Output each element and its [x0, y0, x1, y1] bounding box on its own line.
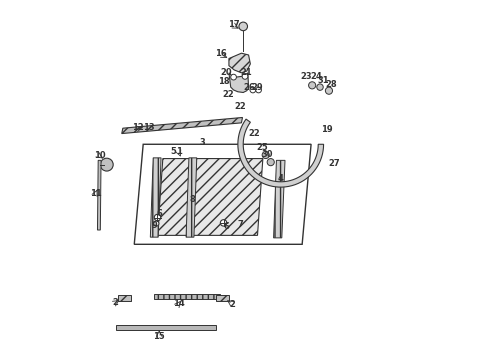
Circle shape [242, 73, 248, 79]
Text: 9: 9 [152, 221, 158, 230]
Text: 7: 7 [238, 220, 243, 229]
Polygon shape [229, 53, 250, 73]
Text: 12: 12 [132, 123, 144, 132]
Polygon shape [150, 158, 161, 237]
Polygon shape [229, 73, 248, 93]
Text: 1: 1 [176, 147, 182, 156]
Text: 3: 3 [200, 138, 206, 147]
Text: 19: 19 [321, 126, 333, 135]
Text: 18: 18 [218, 77, 229, 86]
Text: 25: 25 [256, 143, 268, 152]
Polygon shape [98, 160, 101, 230]
Circle shape [250, 87, 256, 93]
Text: 13: 13 [143, 123, 154, 132]
Circle shape [154, 221, 159, 226]
Polygon shape [122, 117, 243, 134]
Circle shape [317, 84, 323, 90]
Text: 20: 20 [220, 68, 232, 77]
Polygon shape [154, 294, 220, 298]
Text: 5: 5 [171, 147, 176, 156]
Polygon shape [238, 119, 323, 187]
Text: 31: 31 [317, 76, 329, 85]
Text: 26: 26 [244, 83, 255, 92]
Polygon shape [273, 160, 285, 238]
Circle shape [154, 214, 161, 221]
Circle shape [267, 158, 274, 166]
Circle shape [239, 22, 247, 31]
Text: 6: 6 [223, 222, 229, 231]
Polygon shape [117, 325, 217, 330]
Circle shape [100, 158, 113, 171]
Text: 29: 29 [252, 83, 263, 92]
Polygon shape [217, 296, 229, 301]
Polygon shape [157, 158, 263, 235]
Text: 22: 22 [249, 129, 261, 138]
Text: 10: 10 [95, 151, 106, 160]
Text: 22: 22 [222, 90, 234, 99]
Text: 4: 4 [277, 175, 283, 184]
Text: 23: 23 [301, 72, 312, 81]
Circle shape [262, 152, 270, 158]
Text: 22: 22 [235, 102, 246, 111]
Text: 2: 2 [229, 300, 235, 309]
Text: 24: 24 [311, 72, 322, 81]
Text: 8: 8 [189, 195, 195, 204]
Text: 14: 14 [173, 299, 185, 308]
Text: 17: 17 [228, 20, 240, 29]
Polygon shape [118, 296, 131, 301]
Text: 30: 30 [261, 150, 273, 159]
Text: 15: 15 [153, 332, 165, 341]
Text: 16: 16 [215, 49, 226, 58]
Circle shape [231, 74, 237, 80]
Text: 28: 28 [326, 80, 337, 89]
Circle shape [325, 87, 333, 94]
Circle shape [309, 82, 316, 89]
Text: 11: 11 [90, 189, 101, 198]
Circle shape [256, 87, 262, 93]
Text: 6: 6 [156, 209, 162, 218]
Text: 27: 27 [328, 159, 340, 168]
Text: 21: 21 [240, 68, 252, 77]
Text: 2: 2 [113, 298, 119, 307]
Polygon shape [186, 158, 197, 237]
Circle shape [220, 220, 227, 226]
